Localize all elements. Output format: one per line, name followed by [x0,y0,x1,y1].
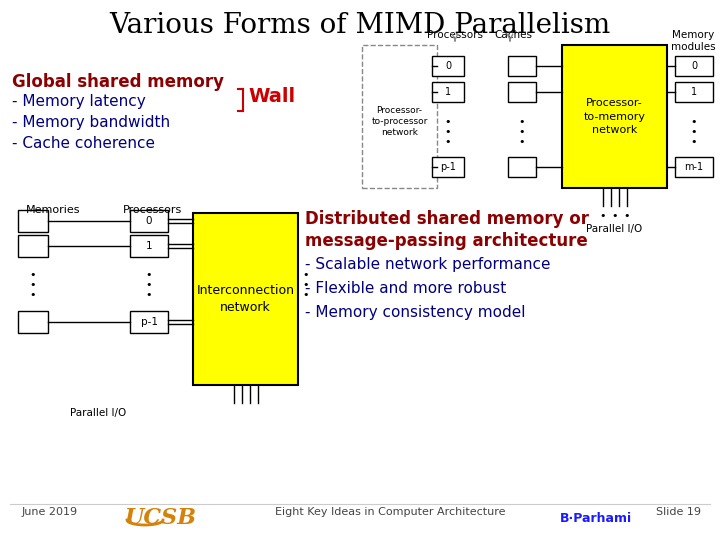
Text: - Memory latency: - Memory latency [12,94,145,109]
Bar [508,82,536,102]
Text: - Scalable network performance: - Scalable network performance [305,257,551,272]
Text: p-1: p-1 [440,162,456,172]
Text: - Cache coherence: - Cache coherence [12,136,155,151]
Bar [130,210,168,232]
Text: •: • [302,290,310,300]
Text: B·Parhami: B·Parhami [560,511,632,524]
Text: •: • [518,127,526,137]
Text: •: • [518,137,526,147]
Text: Processors: Processors [427,30,483,40]
Text: Memories: Memories [26,205,80,215]
Text: •: • [145,270,152,280]
Text: •: • [624,211,630,221]
Text: •: • [690,127,697,137]
Text: •: • [445,117,451,127]
Text: •: • [690,117,697,127]
Text: •: • [611,211,618,221]
Text: •: • [30,290,36,300]
Bar [675,82,713,102]
Text: Eight Key Ideas in Computer Architecture: Eight Key Ideas in Computer Architecture [275,507,505,517]
Bar [362,45,437,188]
Text: 1: 1 [145,241,153,251]
Text: 0: 0 [145,216,152,226]
Text: 1: 1 [691,87,697,97]
Text: June 2019: June 2019 [22,507,78,517]
Text: Global shared memory: Global shared memory [12,73,224,91]
Text: •: • [302,270,310,280]
Text: 0: 0 [445,61,451,71]
Text: p-1: p-1 [140,317,158,327]
Text: •: • [599,211,606,221]
Bar [562,45,667,188]
Text: •: • [30,270,36,280]
Text: Processor-
to-processor
network: Processor- to-processor network [372,106,428,137]
Text: •: • [145,280,152,290]
Text: •: • [690,137,697,147]
Text: Interconnection
network: Interconnection network [197,284,294,314]
Text: Memory
modules: Memory modules [671,30,715,52]
Text: m-1: m-1 [685,162,703,172]
Text: •: • [445,137,451,147]
Text: - Memory bandwidth: - Memory bandwidth [12,115,170,130]
Text: Various Forms of MIMD Parallelism: Various Forms of MIMD Parallelism [109,12,611,39]
Text: •: • [445,127,451,137]
Bar [508,56,536,76]
Text: UCSB: UCSB [124,507,196,529]
Text: •: • [518,117,526,127]
Bar [508,157,536,177]
Text: Parallel I/O: Parallel I/O [586,224,643,234]
Text: 0: 0 [691,61,697,71]
Bar [18,235,48,257]
Bar [18,311,48,333]
Text: 1: 1 [445,87,451,97]
Text: Wall: Wall [248,87,295,106]
Text: - Memory consistency model: - Memory consistency model [305,305,526,320]
Text: •: • [302,280,310,290]
Text: Processor-
to-memory
network: Processor- to-memory network [583,98,646,134]
Text: Caches: Caches [494,30,532,40]
Text: Distributed shared memory or
message-passing architecture: Distributed shared memory or message-pas… [305,210,589,249]
Text: Parallel I/O: Parallel I/O [70,408,126,418]
Text: - Flexible and more robust: - Flexible and more robust [305,281,506,296]
Text: •: • [30,280,36,290]
Bar [193,213,298,385]
Bar [432,157,464,177]
Bar [18,210,48,232]
Text: Slide 19: Slide 19 [655,507,701,517]
Bar [130,311,168,333]
Text: Processors: Processors [122,205,181,215]
Bar [432,56,464,76]
Bar [675,56,713,76]
Bar [432,82,464,102]
Bar [130,235,168,257]
Bar [675,157,713,177]
Text: •: • [145,290,152,300]
